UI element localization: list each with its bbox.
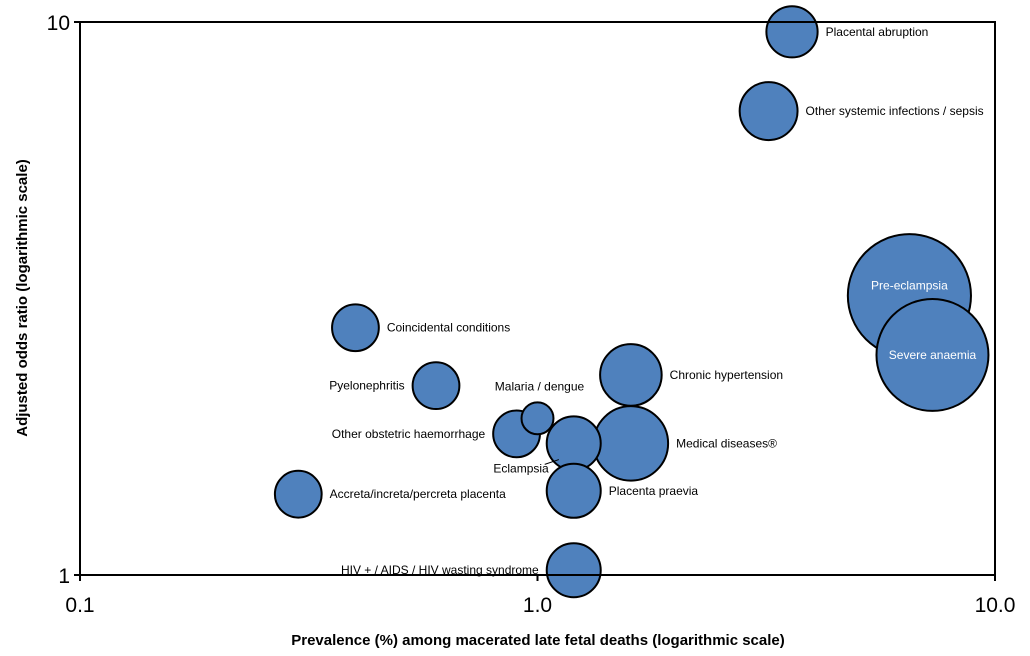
bubble-hiv-aids-hiv-wasting-syndrome bbox=[545, 542, 602, 599]
bubble-eclampsia bbox=[545, 415, 602, 472]
x-tick-label: 1.0 bbox=[523, 594, 552, 617]
bubble-severe-anaemia bbox=[875, 297, 990, 412]
x-tick-label: 0.1 bbox=[65, 594, 94, 617]
bubble-label-severe-anaemia: Severe anaemia bbox=[889, 348, 977, 362]
bubble-placental-abruption bbox=[765, 5, 819, 59]
bubble-label-hiv-aids-hiv-wasting-syndrome: HIV + / AIDS / HIV wasting syndrome bbox=[341, 563, 539, 577]
bubble-chronic-hypertension bbox=[599, 343, 663, 407]
bubble-label-chronic-hypertension: Chronic hypertension bbox=[670, 368, 783, 382]
bubble-label-accreta-increta-percreta-placenta: Accreta/increta/percreta placenta bbox=[330, 487, 506, 501]
y-axis-title: Adjusted odds ratio (logarithmic scale) bbox=[14, 159, 31, 437]
bubble-label-other-systemic-infections-sepsis: Other systemic infections / sepsis bbox=[806, 104, 984, 118]
bubble-label-placenta-praevia: Placenta praevia bbox=[609, 484, 699, 498]
x-axis-title: Prevalence (%) among macerated late feta… bbox=[291, 632, 785, 649]
bubbles-layer bbox=[273, 5, 990, 599]
x-tick-label: 10.0 bbox=[975, 594, 1016, 617]
bubble-medical-diseases bbox=[592, 405, 670, 482]
bubble-coincidental-conditions bbox=[331, 303, 380, 353]
bubble-label-other-obstetric-haemorrhage: Other obstetric haemorrhage bbox=[332, 427, 486, 441]
bubble-labels-layer: Placental abruption Other systemic infect… bbox=[329, 25, 983, 577]
y-tick-label: 10 bbox=[47, 12, 70, 35]
bubble-label-eclampsia: Eclampsia bbox=[493, 461, 549, 475]
axis-ticks-layer: 0.1 1.0 10.0 1 10 bbox=[47, 12, 1016, 617]
bubble-other-systemic-infections-sepsis bbox=[738, 81, 799, 142]
bubble-label-placental-abruption: Placental abruption bbox=[826, 25, 929, 39]
bubble-label-pyelonephritis: Pyelonephritis bbox=[329, 379, 404, 393]
y-tick-label: 1 bbox=[58, 565, 70, 588]
bubble-placenta-praevia bbox=[545, 462, 602, 519]
bubble-accreta-increta-percreta-placenta bbox=[273, 469, 323, 519]
bubble-label-pre-eclampsia: Pre-eclampsia bbox=[871, 279, 948, 293]
bubble-malaria-dengue bbox=[520, 401, 555, 436]
bubble-pyelonephritis bbox=[411, 361, 461, 411]
bubble-label-medical-diseases: Medical diseases® bbox=[676, 436, 777, 450]
bubble-label-malaria-dengue: Malaria / dengue bbox=[495, 379, 585, 393]
bubble-label-coincidental-conditions: Coincidental conditions bbox=[387, 321, 510, 335]
leader-line-eclampsia bbox=[544, 459, 560, 465]
